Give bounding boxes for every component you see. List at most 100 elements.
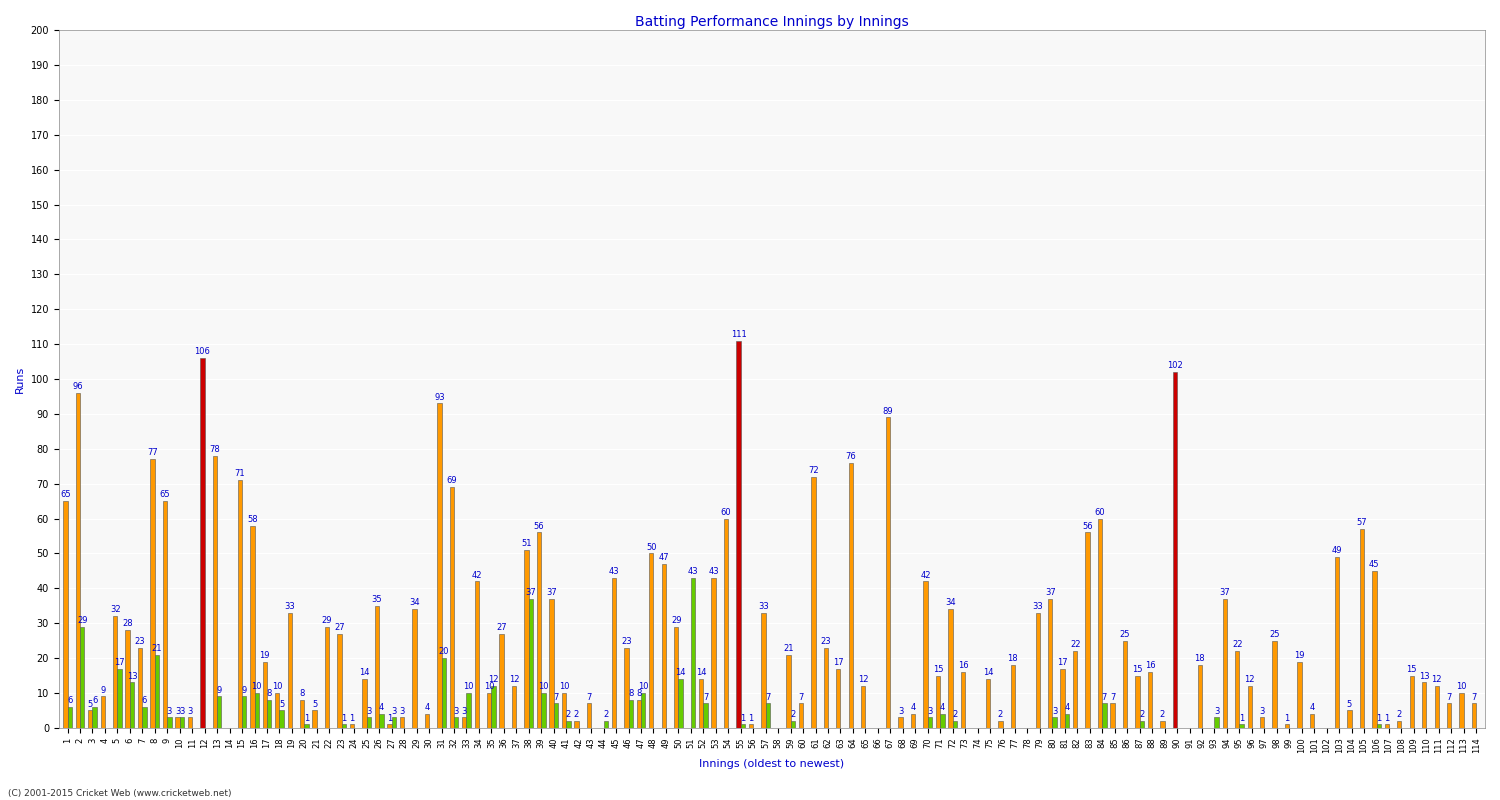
Bar	[166, 718, 171, 728]
Text: 4: 4	[1065, 703, 1070, 712]
Bar	[117, 669, 122, 728]
Text: 15: 15	[1132, 665, 1143, 674]
Bar	[798, 703, 802, 728]
Text: 6: 6	[142, 696, 147, 705]
Text: 35: 35	[372, 595, 382, 604]
Bar	[375, 606, 380, 728]
Text: 45: 45	[1370, 560, 1380, 569]
Text: 28: 28	[123, 619, 134, 629]
Text: 12: 12	[509, 675, 519, 684]
Text: 1: 1	[342, 714, 346, 722]
Text: 33: 33	[1032, 602, 1042, 611]
Bar	[574, 721, 579, 728]
Text: 3: 3	[366, 706, 372, 716]
Text: 23: 23	[821, 637, 831, 646]
Bar	[812, 477, 816, 728]
Bar	[1310, 714, 1314, 728]
Text: 7: 7	[765, 693, 771, 702]
Text: 3: 3	[462, 706, 466, 716]
Text: 5: 5	[312, 700, 318, 709]
Text: 20: 20	[438, 647, 448, 656]
Bar	[1102, 703, 1107, 728]
Bar	[1222, 598, 1227, 728]
Text: 7: 7	[704, 693, 708, 702]
Bar	[927, 718, 932, 728]
Bar	[1124, 641, 1126, 728]
Bar	[1072, 651, 1077, 728]
Text: 3: 3	[392, 706, 396, 716]
Bar	[1434, 686, 1438, 728]
Bar	[126, 630, 130, 728]
Bar	[1148, 672, 1152, 728]
Bar	[387, 724, 392, 728]
Text: 13: 13	[1419, 672, 1430, 681]
Text: 34: 34	[945, 598, 956, 607]
Bar	[1060, 669, 1065, 728]
Bar	[736, 341, 741, 728]
Bar	[530, 598, 532, 728]
Bar	[413, 610, 417, 728]
Bar	[1260, 718, 1264, 728]
Bar	[1239, 724, 1244, 728]
Text: 3: 3	[927, 706, 933, 716]
Bar	[1377, 724, 1382, 728]
Bar	[466, 693, 471, 728]
Bar	[986, 679, 990, 728]
Bar	[512, 686, 516, 728]
Text: 4: 4	[939, 703, 945, 712]
Bar	[1136, 675, 1140, 728]
Text: 4: 4	[378, 703, 384, 712]
Bar	[274, 693, 279, 728]
Bar	[450, 487, 454, 728]
Text: 51: 51	[522, 539, 532, 548]
Text: 33: 33	[285, 602, 296, 611]
Text: 77: 77	[147, 449, 158, 458]
Bar	[279, 710, 284, 728]
Bar	[1359, 529, 1364, 728]
Text: 65: 65	[60, 490, 70, 499]
Text: 14: 14	[696, 668, 706, 678]
Text: 10: 10	[252, 682, 262, 691]
Bar	[628, 700, 633, 728]
Bar	[1298, 662, 1302, 728]
Bar	[1286, 724, 1290, 728]
Text: 3: 3	[178, 706, 184, 716]
Text: 2: 2	[1160, 710, 1166, 719]
Text: 34: 34	[410, 598, 420, 607]
Bar	[1053, 718, 1058, 728]
Text: 1: 1	[1239, 714, 1244, 722]
Bar	[138, 648, 142, 728]
Bar	[188, 718, 192, 728]
Text: 3: 3	[399, 706, 405, 716]
Text: 2: 2	[603, 710, 609, 719]
Bar	[1422, 682, 1426, 728]
Text: 6: 6	[92, 696, 98, 705]
Text: 16: 16	[1144, 662, 1155, 670]
Bar	[366, 718, 370, 728]
Bar	[662, 564, 666, 728]
Bar	[1110, 703, 1114, 728]
Text: 3: 3	[453, 706, 459, 716]
Bar	[849, 462, 853, 728]
X-axis label: Innings (oldest to newest): Innings (oldest to newest)	[699, 759, 844, 769]
Text: 3: 3	[188, 706, 192, 716]
Text: 37: 37	[546, 588, 556, 597]
Bar	[1098, 518, 1102, 728]
Text: 1: 1	[1376, 714, 1382, 722]
Bar	[380, 714, 384, 728]
Bar	[603, 721, 608, 728]
Bar	[474, 582, 478, 728]
Bar	[586, 703, 591, 728]
Text: 2: 2	[1396, 710, 1402, 719]
Text: 1: 1	[748, 714, 753, 722]
Text: 7: 7	[1102, 693, 1107, 702]
Bar	[100, 697, 105, 728]
Bar	[1272, 641, 1276, 728]
Bar	[201, 358, 204, 728]
Bar	[326, 626, 330, 728]
Bar	[312, 710, 316, 728]
Text: 60: 60	[722, 508, 732, 517]
Text: 3: 3	[166, 706, 172, 716]
Text: 33: 33	[758, 602, 770, 611]
Text: 1: 1	[1384, 714, 1389, 722]
